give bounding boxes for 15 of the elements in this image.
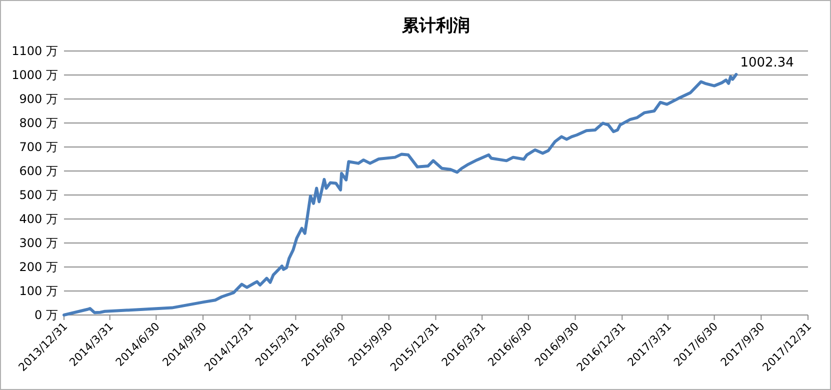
y-tick-label: 500 万 (19, 188, 58, 202)
y-tick-label: 1000 万 (12, 68, 58, 82)
y-tick-label: 800 万 (19, 116, 58, 130)
y-tick-label: 700 万 (19, 140, 58, 154)
annotation: 1002.34 (740, 55, 794, 70)
y-tick-label: 200 万 (19, 260, 58, 274)
y-tick-label: 100 万 (19, 284, 58, 298)
chart-title: 累计利润 (401, 16, 470, 36)
y-tick-label: 0 万 (34, 308, 58, 322)
y-tick-label: 600 万 (19, 164, 58, 178)
line-series (62, 72, 738, 316)
y-tick-label: 300 万 (19, 236, 58, 250)
y-tick-label: 1100 万 (12, 44, 58, 58)
y-tick-label: 400 万 (19, 212, 58, 226)
y-tick-label: 900 万 (19, 92, 58, 106)
